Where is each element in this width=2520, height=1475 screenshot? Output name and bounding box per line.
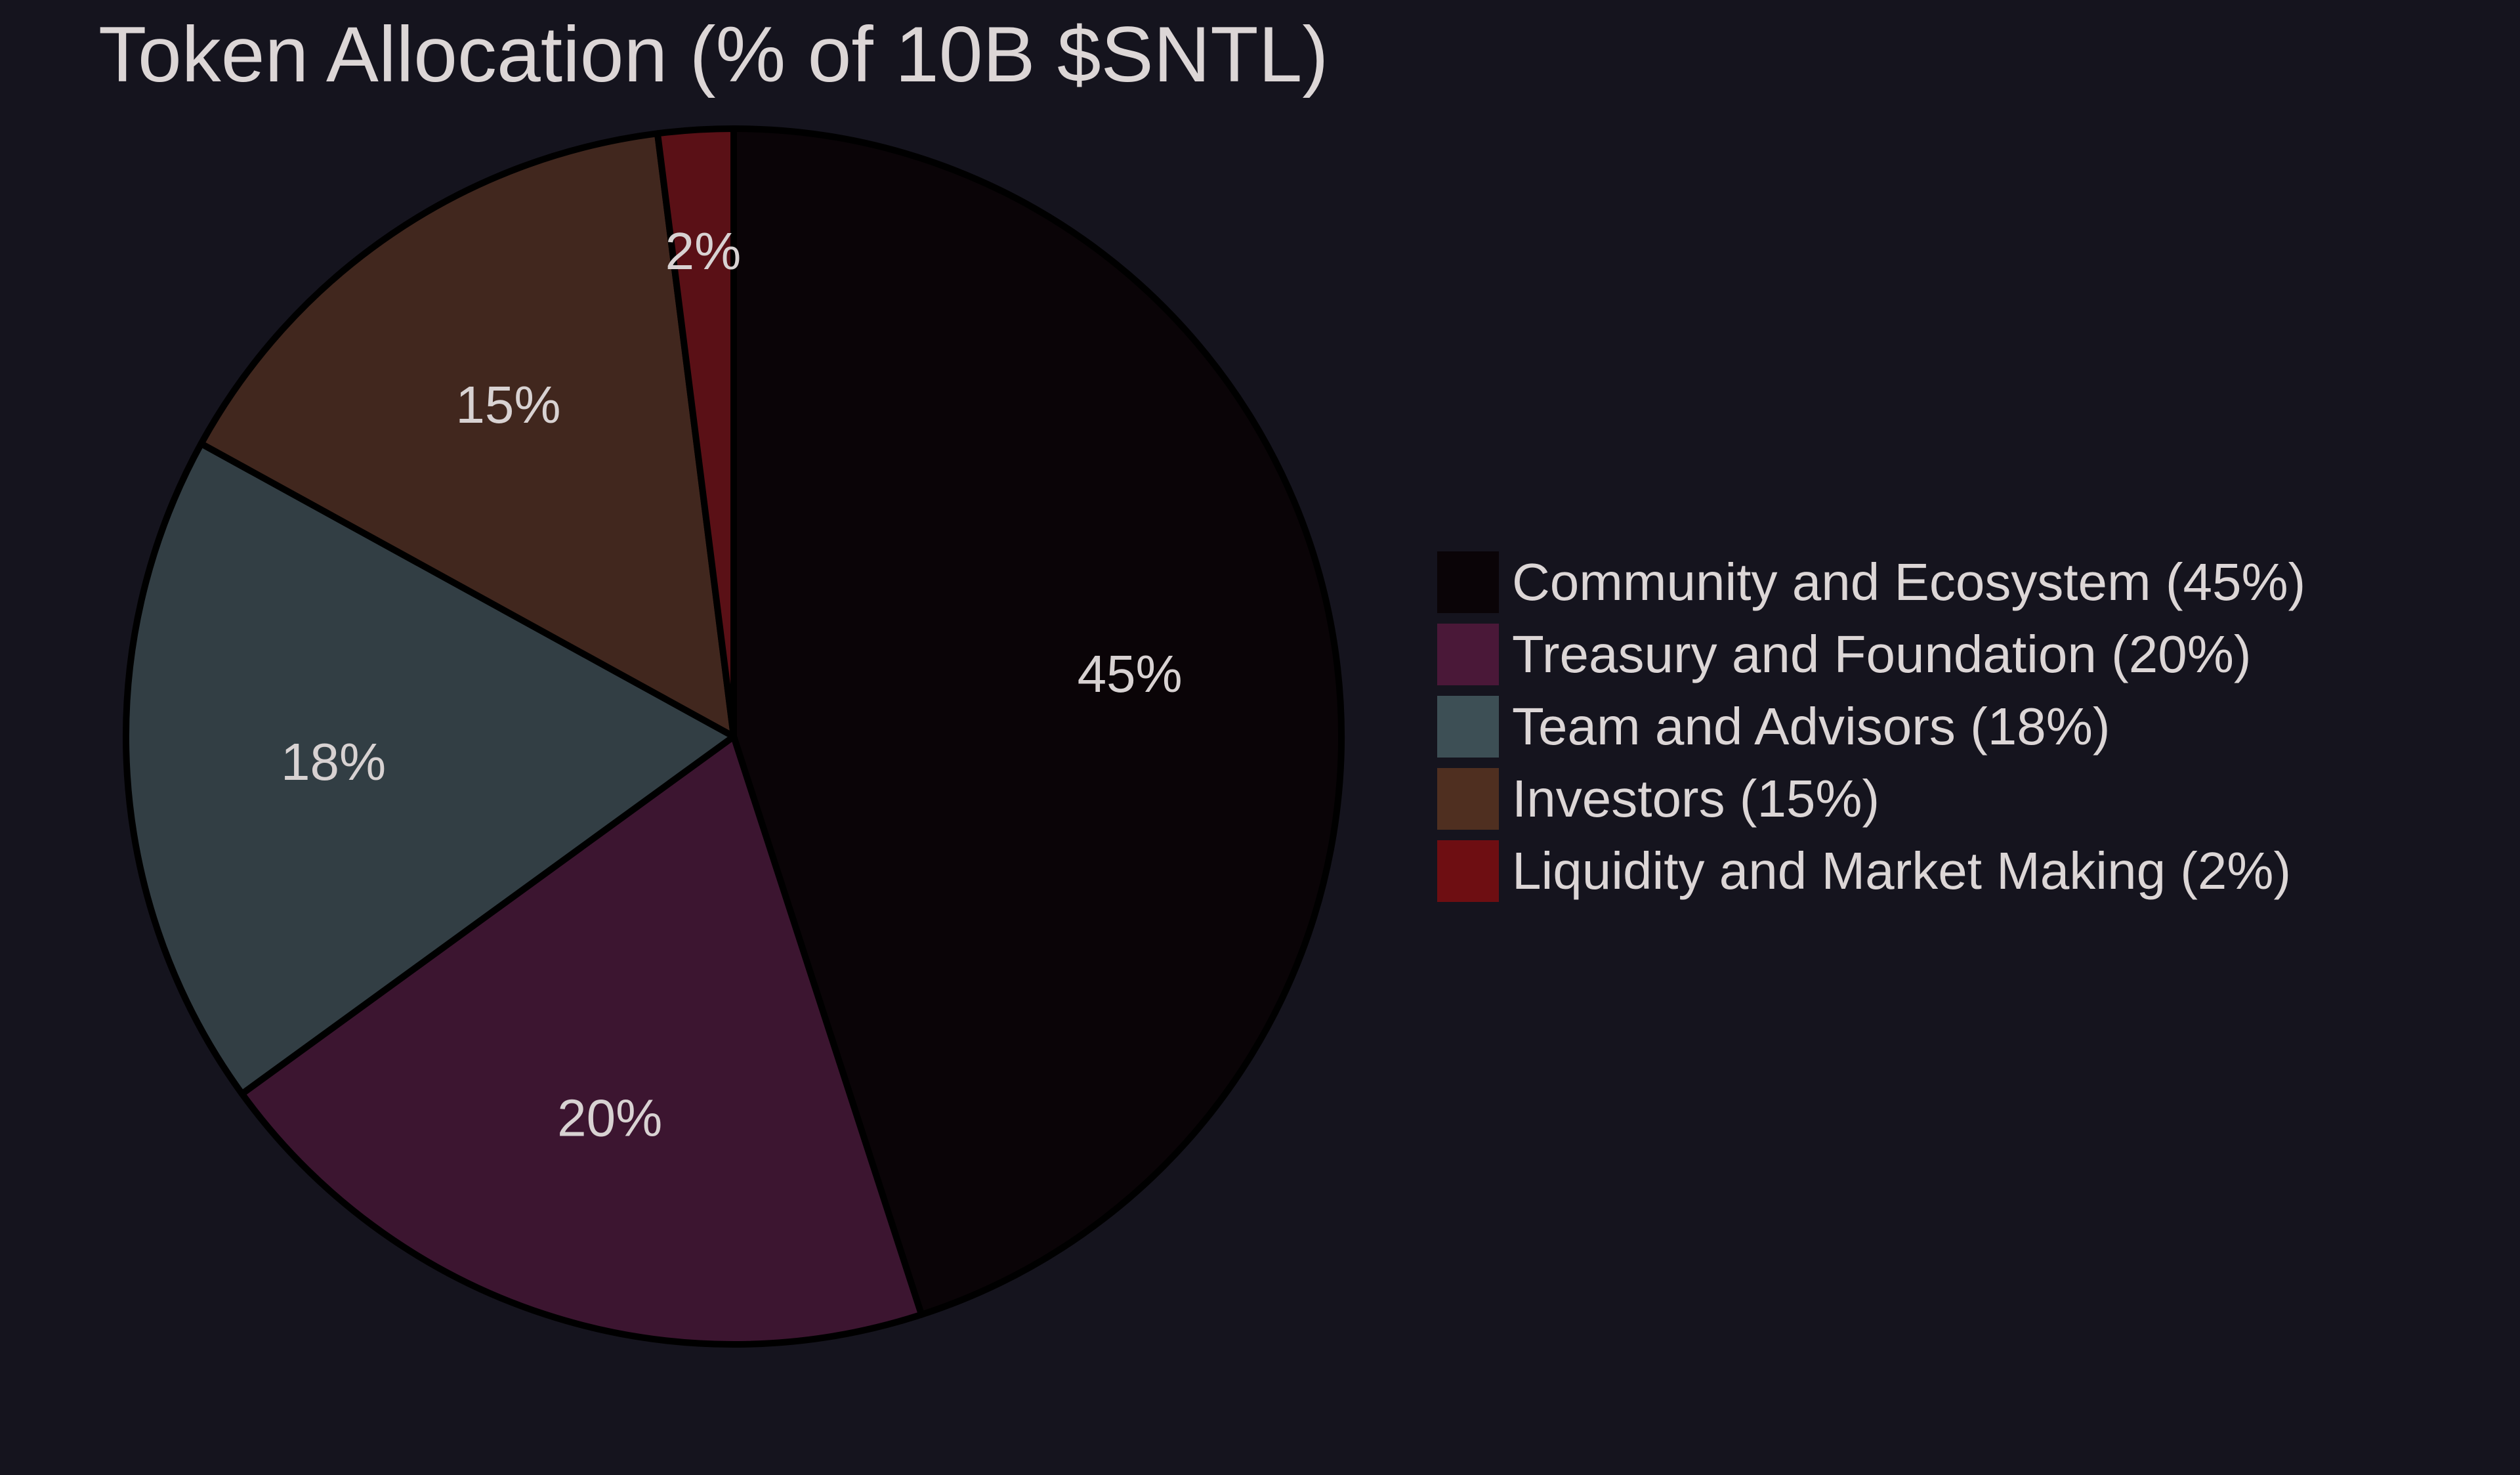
pie-slice — [654, 125, 737, 740]
legend-swatch — [1437, 768, 1499, 830]
legend-item: Liquidity and Market Making (2%) — [1437, 840, 2305, 902]
pie-slice — [730, 125, 1345, 1318]
legend-swatch — [1437, 696, 1499, 758]
pie-slice-labels: 45% 20% 18% 15% 2% — [281, 222, 1183, 1147]
pie-slices — [123, 125, 1345, 1348]
legend-label: Treasury and Foundation (20%) — [1512, 625, 2252, 683]
pie-slice — [123, 440, 737, 1098]
legend-item: Team and Advisors (18%) — [1437, 696, 2305, 758]
legend-label: Community and Ecosystem (45%) — [1512, 553, 2306, 611]
legend-swatch — [1437, 840, 1499, 902]
pie-slice-label: 20% — [557, 1089, 662, 1147]
pie-slice-label: 2% — [665, 222, 742, 280]
legend-item: Treasury and Foundation (20%) — [1437, 624, 2305, 685]
pie-slice-label: 18% — [281, 733, 386, 791]
legend-swatch — [1437, 624, 1499, 685]
legend-label: Team and Advisors (18%) — [1512, 697, 2110, 756]
legend-swatch — [1437, 551, 1499, 613]
legend-label: Liquidity and Market Making (2%) — [1512, 842, 2292, 900]
chart-title: Token Allocation (% of 10B $SNTL) — [98, 11, 1329, 98]
pie-slice-label: 15% — [455, 375, 560, 434]
legend-item: Community and Ecosystem (45%) — [1437, 551, 2305, 613]
pie-slice — [238, 733, 925, 1348]
pie-slice-label: 45% — [1078, 645, 1183, 703]
pie-slice — [198, 130, 737, 740]
legend-item: Investors (15%) — [1437, 768, 2305, 830]
legend-label: Investors (15%) — [1512, 769, 1880, 828]
legend: Community and Ecosystem (45%) Treasury a… — [1437, 551, 2305, 902]
